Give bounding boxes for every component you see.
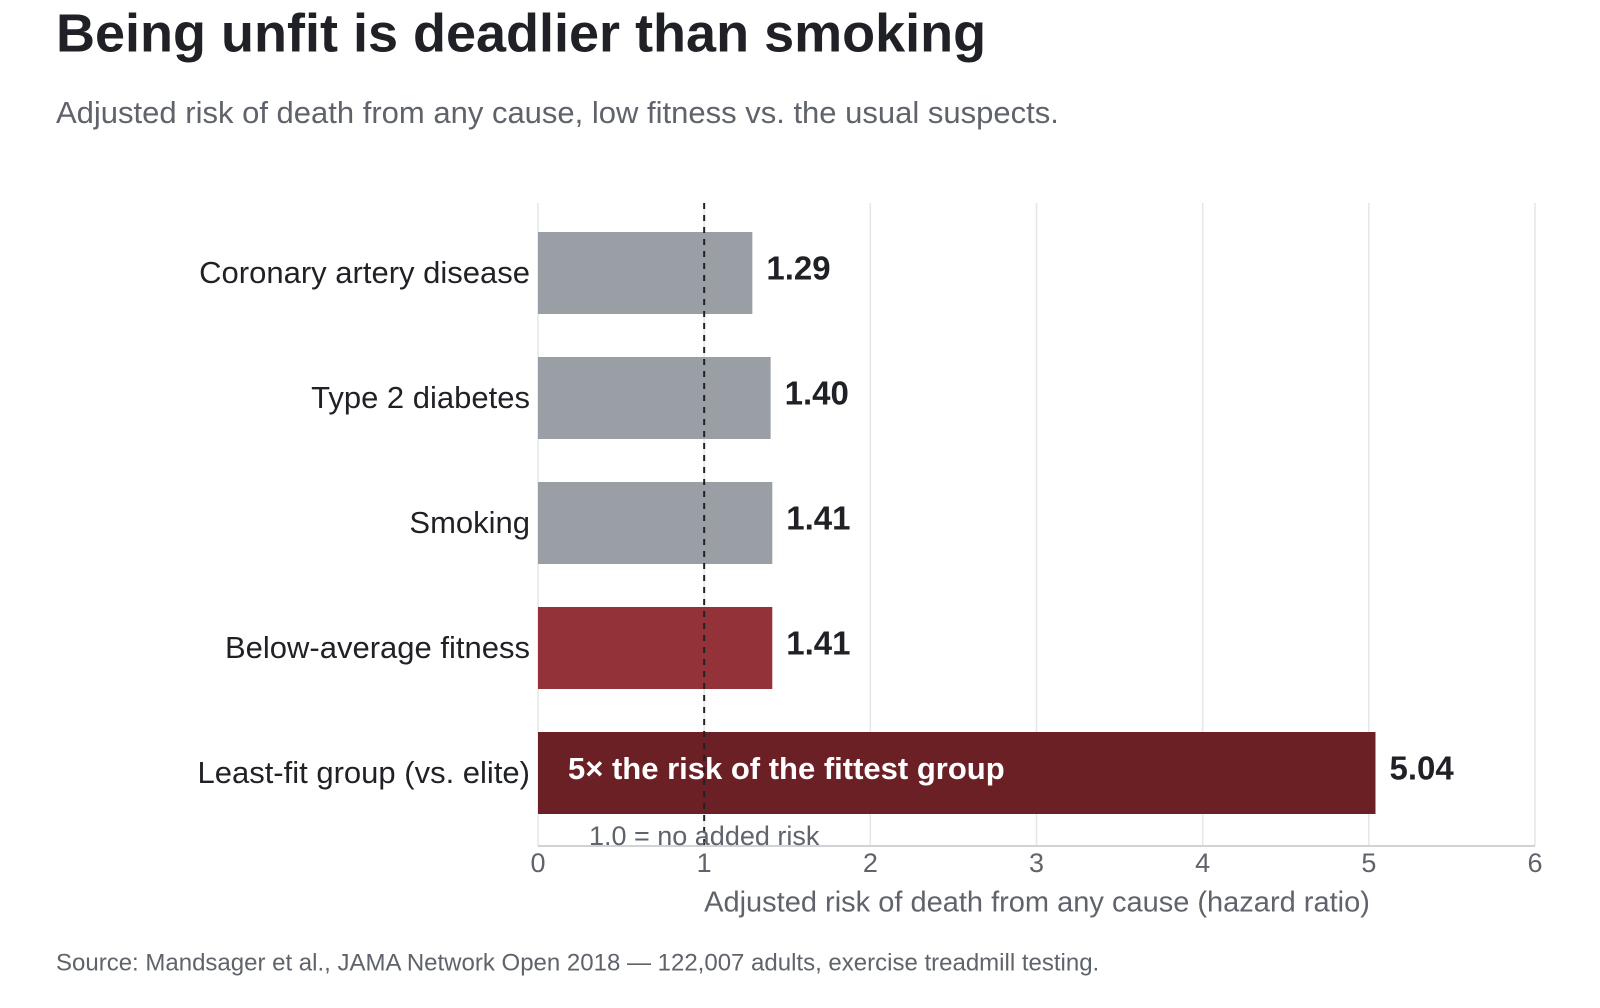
- source-note: Source: Mandsager et al., JAMA Network O…: [56, 949, 1099, 976]
- bar: [538, 357, 771, 439]
- bar: [538, 732, 1376, 814]
- chart-subtitle: Adjusted risk of death from any cause, l…: [56, 95, 1059, 130]
- bar: [538, 232, 753, 314]
- reference-label: 1.0 = no added risk: [589, 821, 820, 851]
- x-tick-label: 1: [697, 848, 712, 878]
- y-tick-label: Type 2 diabetes: [311, 380, 530, 415]
- x-tick-label: 2: [863, 848, 878, 878]
- y-tick-label: Least-fit group (vs. elite): [197, 755, 530, 790]
- value-label: 1.40: [785, 375, 849, 412]
- x-tick-label: 3: [1029, 848, 1044, 878]
- bar-annotation: 5× the risk of the fittest group: [568, 751, 1005, 786]
- x-tick-label: 4: [1195, 848, 1210, 878]
- bar: [538, 482, 773, 564]
- y-tick-label: Smoking: [409, 505, 530, 540]
- y-tick-label: Below-average fitness: [225, 630, 530, 665]
- value-label: 1.29: [766, 250, 830, 287]
- value-label: 5.04: [1389, 750, 1454, 787]
- bar: [538, 607, 773, 689]
- x-axis-title: Adjusted risk of death from any cause (h…: [704, 887, 1370, 919]
- x-tick-label: 5: [1361, 848, 1376, 878]
- value-label: 1.41: [786, 500, 850, 537]
- y-tick-label: Coronary artery disease: [199, 255, 530, 290]
- x-tick-label: 0: [530, 848, 545, 878]
- value-label: 1.41: [786, 625, 850, 662]
- chart-title: Being unfit is deadlier than smoking: [56, 3, 986, 63]
- x-tick-label: 6: [1527, 848, 1542, 878]
